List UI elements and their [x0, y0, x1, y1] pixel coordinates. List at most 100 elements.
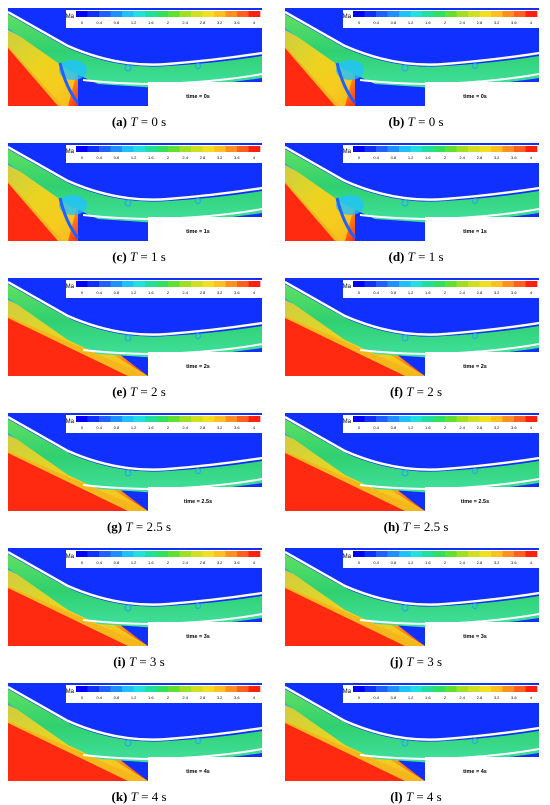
colorbar-swatch — [456, 146, 469, 152]
panel-caption: (c) T = 1 s — [8, 249, 270, 265]
shock-bubble — [336, 195, 364, 215]
colorbar-swatch — [99, 281, 111, 287]
colorbar-swatch — [87, 146, 100, 152]
colorbar-swatch — [179, 686, 192, 692]
time-label: time = 4s — [186, 769, 210, 775]
colorbar-swatch — [468, 686, 480, 692]
colorbar-swatch — [491, 146, 503, 152]
colorbar-swatch — [122, 146, 134, 152]
colorbar-swatch — [156, 416, 169, 422]
colorbar-tick-label: 2.4 — [459, 155, 465, 160]
colorbar-swatch — [237, 146, 249, 152]
colorbar-label: Ma — [66, 554, 75, 560]
colorbar-swatch — [237, 11, 249, 17]
time-variable: T — [407, 249, 415, 264]
mach-contour-plot: time = 4s Ma 0 0.4 0.8 1.2 1.6 2 2.4 2.8 3.2 3.6 4 — [8, 683, 262, 781]
colorbar-swatch — [445, 416, 457, 422]
vortex-mark — [472, 468, 478, 474]
time-label: time = 2.5s — [184, 499, 212, 505]
colorbar-tick-label: 4 — [530, 560, 533, 565]
colorbar-tick-label: 1.6 — [148, 560, 154, 565]
colorbar-tick-label: 3.6 — [234, 695, 240, 700]
colorbar-label: Ma — [343, 689, 352, 695]
colorbar-swatch — [479, 146, 492, 152]
colorbar-tick-label: 2 — [167, 425, 170, 430]
time-label: time = 2.5s — [461, 499, 489, 505]
colorbar-swatch — [133, 281, 146, 287]
colorbar-swatch — [445, 686, 457, 692]
colorbar-swatch — [410, 11, 423, 17]
colorbar-tick-label: 0.8 — [114, 290, 120, 295]
colorbar-swatch — [76, 686, 88, 692]
colorbar-tick-label: 2.4 — [459, 290, 465, 295]
upper-wall — [285, 415, 539, 471]
colorbar-swatch — [353, 281, 365, 287]
vortex-mark — [124, 64, 132, 72]
colorbar-tick-label: 3.6 — [234, 290, 240, 295]
colorbar-swatch — [525, 416, 538, 422]
vortex-mark — [195, 738, 201, 744]
colorbar-swatch — [468, 146, 480, 152]
colorbar-tick-label: 2 — [167, 155, 170, 160]
time-label-box — [148, 622, 262, 646]
colorbar-swatch — [433, 11, 446, 17]
panel-letter: (h) — [383, 519, 400, 534]
colorbar-tick-label: 0 — [81, 155, 84, 160]
colorbar-tick-label: 0.4 — [373, 695, 379, 700]
vortex-mark — [195, 63, 201, 69]
colorbar-tick-label: 3.6 — [511, 425, 517, 430]
transition-band — [285, 165, 355, 241]
colorbar-swatch — [202, 11, 215, 17]
shock-bubble — [59, 195, 87, 215]
upper-wall — [285, 280, 539, 336]
colorbar-tick-label: 1.6 — [148, 290, 154, 295]
colorbar-swatch — [237, 416, 249, 422]
channel-flow-region — [8, 284, 262, 358]
colorbar-tick-label: 3.6 — [234, 20, 240, 25]
colorbar-swatch — [422, 686, 434, 692]
colorbar-swatch — [145, 551, 157, 557]
colorbar-tick-label: 0.8 — [391, 155, 397, 160]
colorbar-swatch — [202, 281, 215, 287]
colorbar-swatch — [445, 11, 457, 17]
colorbar-tick-label: 1.2 — [131, 695, 137, 700]
colorbar-tick-label: 0.8 — [114, 695, 120, 700]
colorbar-label: Ma — [343, 419, 352, 425]
colorbar-label: Ma — [66, 149, 75, 155]
colorbar-tick-label: 2 — [444, 155, 447, 160]
colorbar-swatch — [110, 686, 123, 692]
colorbar-tick-label: 2.8 — [477, 155, 483, 160]
vortex-mark — [124, 739, 132, 747]
upper-wall — [8, 685, 262, 741]
colorbar-tick-label: 1.2 — [408, 425, 414, 430]
colorbar-swatch — [168, 686, 180, 692]
vortex-mark — [472, 333, 478, 339]
colorbar-swatch — [145, 686, 157, 692]
colorbar-swatch — [76, 416, 88, 422]
colorbar-swatch — [445, 281, 457, 287]
colorbar-tick-label: 2 — [167, 560, 170, 565]
colorbar-label: Ma — [343, 149, 352, 155]
colorbar-tick-label: 2 — [444, 290, 447, 295]
colorbar-tick-label: 0 — [358, 695, 361, 700]
vortex-mark — [401, 469, 409, 477]
time-value: = 1 s — [418, 249, 444, 264]
colorbar-tick-label: 1.6 — [425, 155, 431, 160]
time-variable: T — [130, 114, 138, 129]
colorbar-tick-label: 2.4 — [459, 560, 465, 565]
colorbar-tick-label: 1.6 — [425, 425, 431, 430]
colorbar-swatch — [525, 11, 538, 17]
time-value: = 2 s — [140, 384, 166, 399]
colorbar-swatch — [376, 686, 388, 692]
panel-letter: (d) — [388, 249, 405, 264]
colorbar-tick-label: 1.2 — [131, 290, 137, 295]
time-variable: T — [405, 789, 414, 804]
colorbar-swatch — [237, 686, 249, 692]
colorbar-tick-label: 3.2 — [217, 560, 223, 565]
colorbar-tick-label: 0.4 — [373, 425, 379, 430]
colorbar-tick-label: 2.4 — [182, 155, 188, 160]
colorbar-swatch — [179, 11, 192, 17]
colorbar-tick-label: 1.6 — [425, 560, 431, 565]
colorbar-swatch — [110, 146, 123, 152]
colorbar-label: Ma — [343, 554, 352, 560]
